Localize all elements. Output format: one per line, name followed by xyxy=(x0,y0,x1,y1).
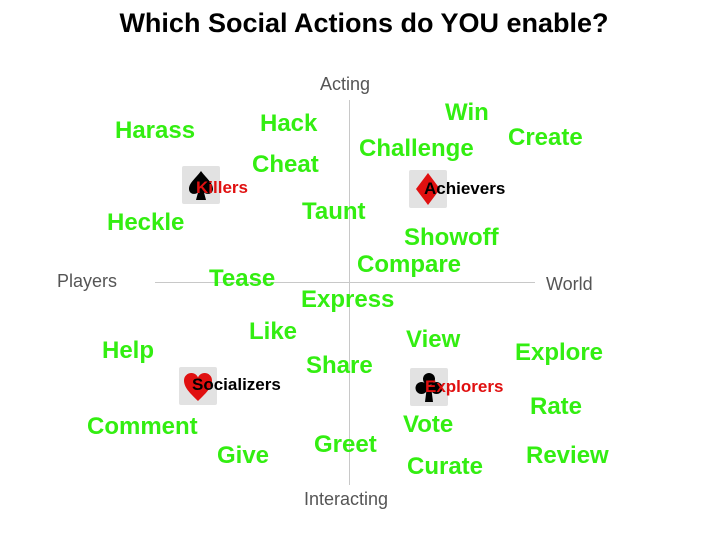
action-share: Share xyxy=(306,352,373,379)
club-icon xyxy=(410,368,448,406)
action-vote: Vote xyxy=(403,411,454,438)
horizontal-axis-line xyxy=(155,282,535,283)
axis-label-world: World xyxy=(546,274,593,294)
action-review: Review xyxy=(526,442,609,469)
axis-label-players: Players xyxy=(57,271,118,291)
action-curate: Curate xyxy=(407,453,484,480)
axis-label-acting: Acting xyxy=(320,74,371,94)
action-explore: Explore xyxy=(515,339,604,366)
player-type-socializers: Socializers xyxy=(192,375,281,394)
axis-label-interacting: Interacting xyxy=(304,489,389,509)
action-like: Like xyxy=(249,318,298,345)
player-type-killers: Killers xyxy=(196,178,248,197)
vertical-axis-line xyxy=(349,100,350,485)
spade-icon xyxy=(182,166,220,204)
player-type-explorers: Explorers xyxy=(425,377,504,396)
action-heckle: Heckle xyxy=(107,209,185,236)
action-challenge: Challenge xyxy=(359,135,474,162)
player-type-achievers: Achievers xyxy=(424,179,506,198)
action-help: Help xyxy=(102,337,155,364)
action-taunt: Taunt xyxy=(302,198,366,225)
action-view: View xyxy=(406,326,461,353)
action-rate: Rate xyxy=(530,393,583,420)
action-win: Win xyxy=(445,99,489,126)
action-cheat: Cheat xyxy=(252,151,319,178)
action-showoff: Showoff xyxy=(404,224,499,251)
action-give: Give xyxy=(217,442,270,469)
action-compare: Compare xyxy=(357,251,462,278)
action-comment: Comment xyxy=(87,413,198,440)
action-tease: Tease xyxy=(209,265,276,292)
page-title: Which Social Actions do YOU enable? xyxy=(119,8,609,38)
heart-icon xyxy=(179,367,217,405)
action-hack: Hack xyxy=(260,110,318,137)
action-harass: Harass xyxy=(115,117,196,144)
diamond-icon xyxy=(409,170,447,208)
action-greet: Greet xyxy=(314,431,377,458)
action-create: Create xyxy=(508,124,583,151)
action-express: Express xyxy=(301,286,395,313)
